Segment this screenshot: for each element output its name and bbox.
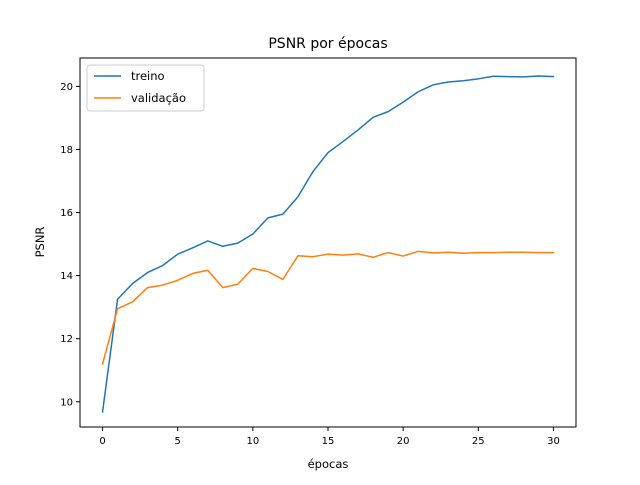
- y-tick-label: 10: [60, 397, 73, 408]
- y-tick-label: 12: [60, 334, 73, 345]
- chart-title: PSNR por épocas: [268, 36, 387, 52]
- x-axis-label: épocas: [308, 457, 349, 471]
- legend: treino validação: [87, 65, 204, 111]
- y-tick-label: 20: [60, 82, 73, 93]
- y-tick-label: 18: [60, 145, 73, 156]
- y-axis-label: PSNR: [33, 227, 47, 258]
- x-tick-label: 20: [397, 436, 410, 447]
- legend-label-1: treino: [131, 69, 165, 83]
- x-tick-label: 0: [99, 436, 105, 447]
- x-tick-label: 5: [175, 436, 181, 447]
- x-tick-label: 25: [472, 436, 485, 447]
- y-tick-label: 14: [60, 271, 73, 282]
- x-tick-label: 30: [547, 436, 560, 447]
- x-tick-label: 15: [322, 436, 335, 447]
- legend-label-2: validação: [131, 91, 186, 105]
- x-tick-label: 10: [246, 436, 259, 447]
- y-tick-label: 16: [60, 208, 73, 219]
